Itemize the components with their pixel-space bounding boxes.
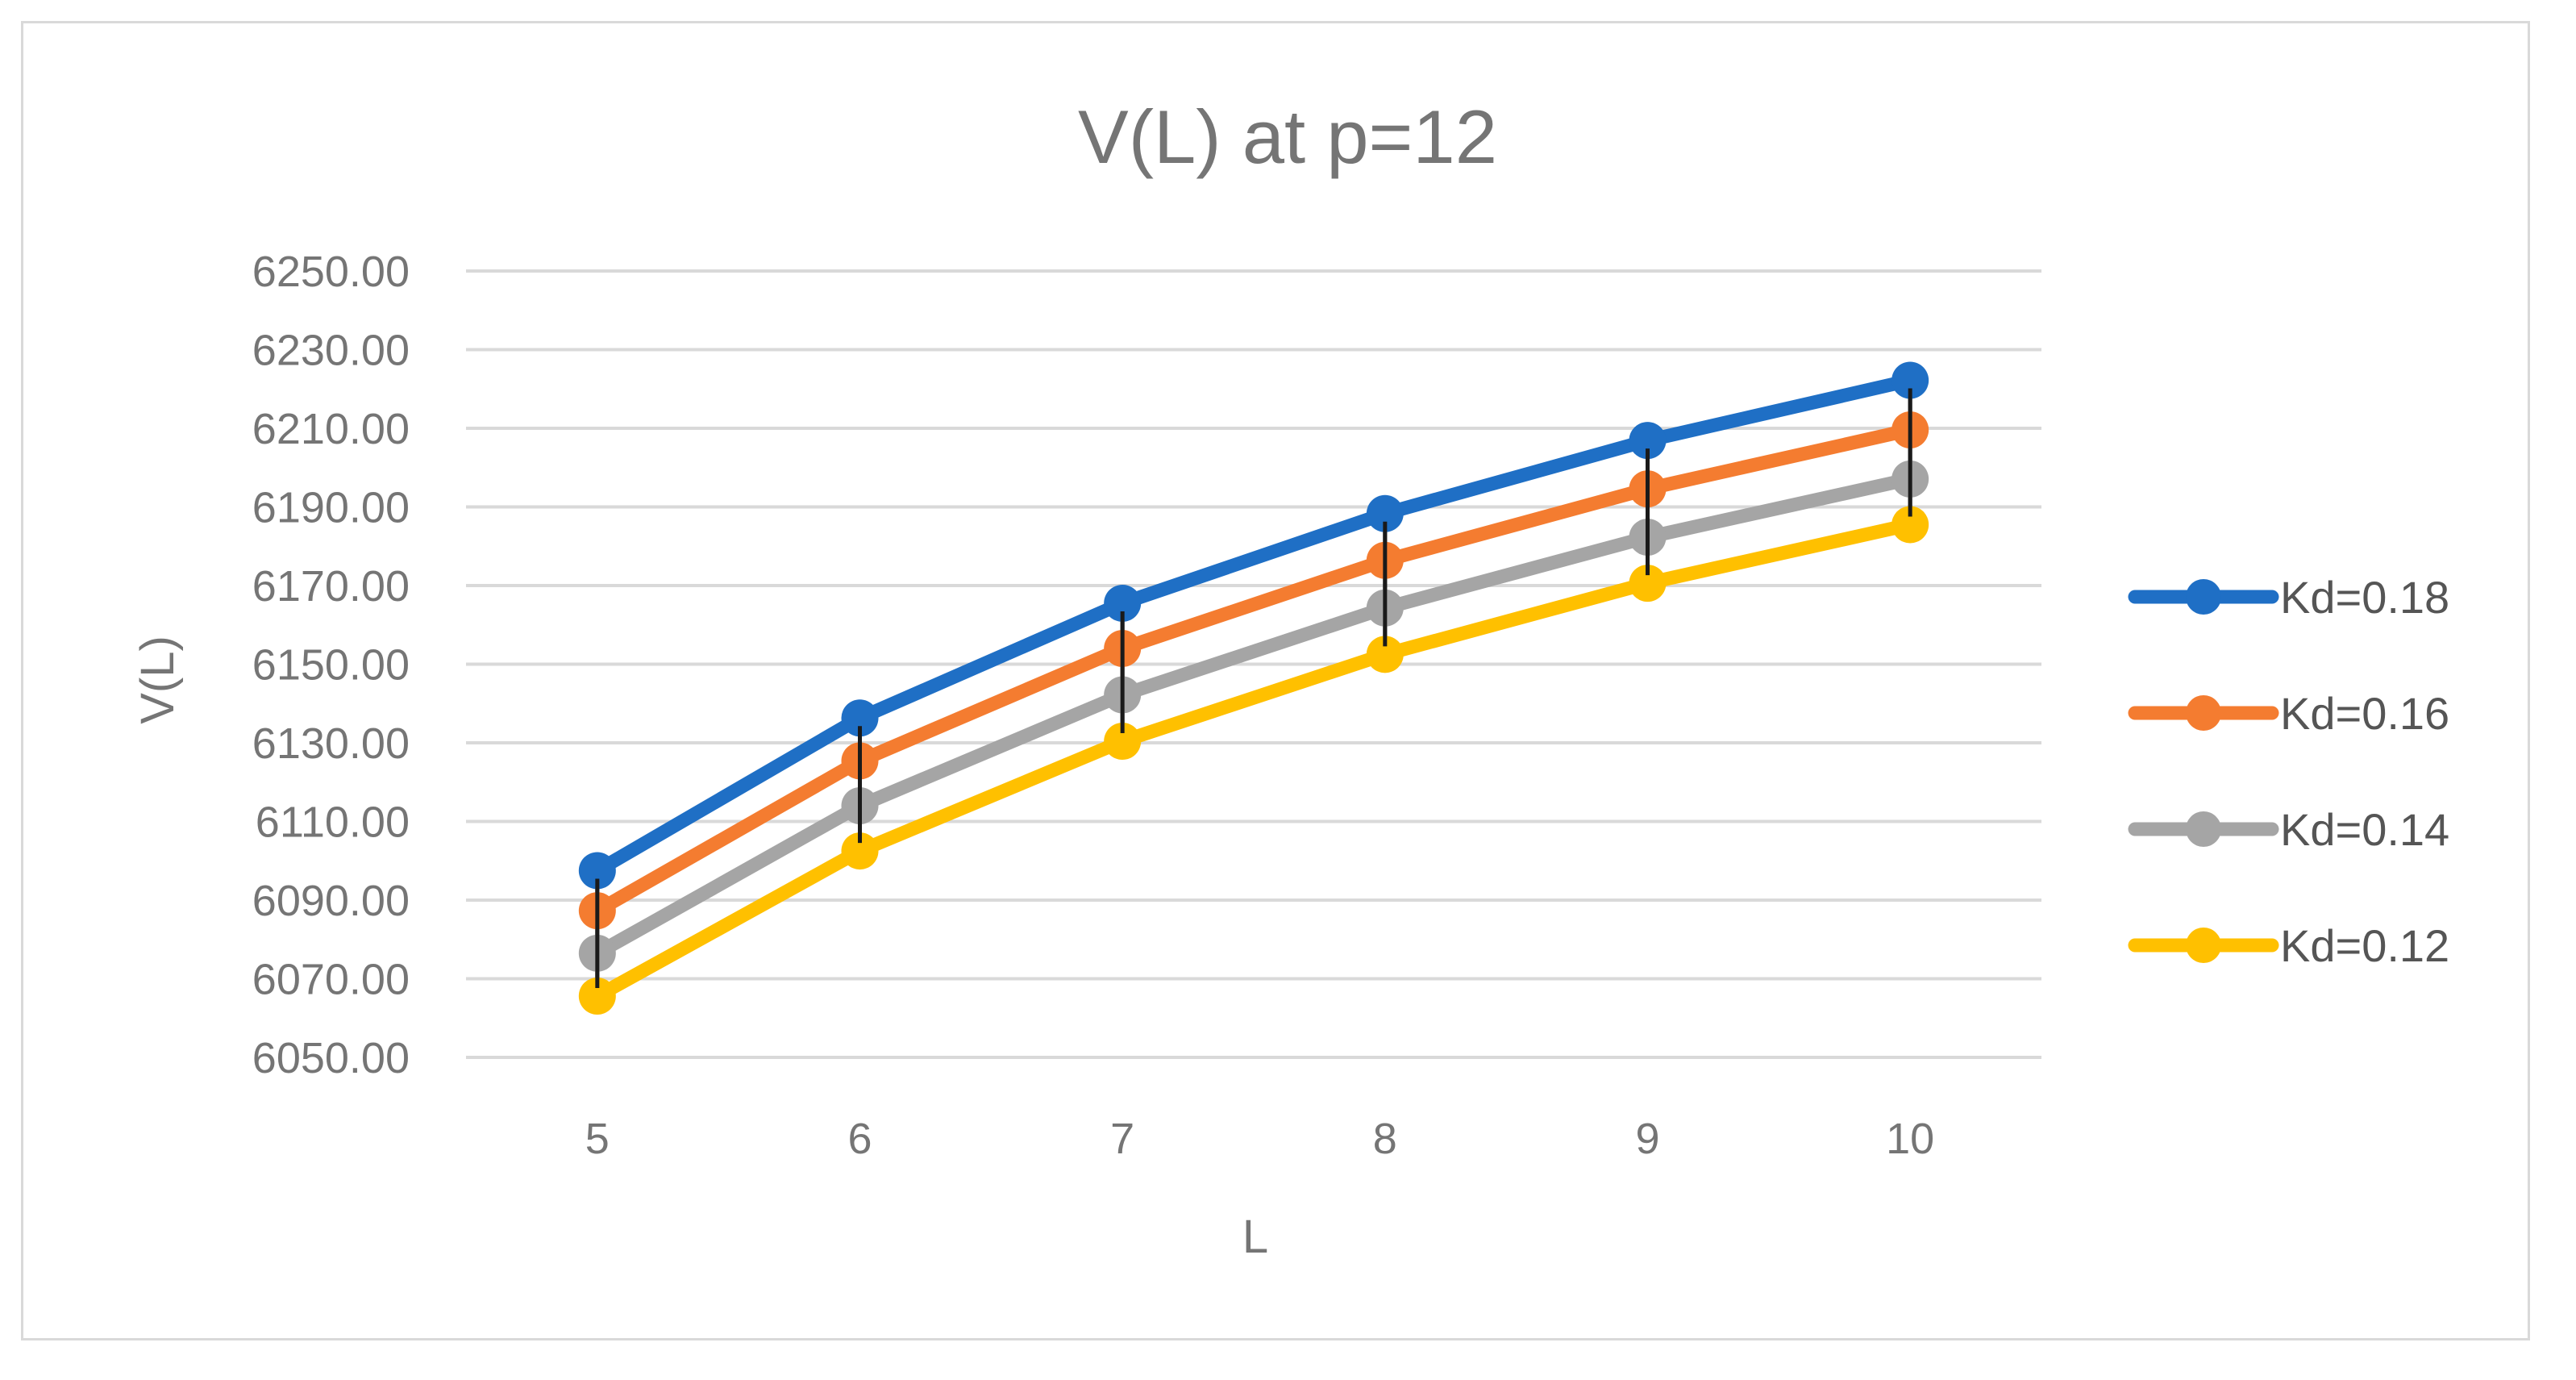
x-tick-label: 9 [1635, 1115, 1659, 1163]
y-tick-label: 6190.00 [252, 484, 410, 532]
y-axis-title: V(L) [131, 636, 184, 724]
legend-swatch-marker [2186, 811, 2221, 847]
data-point [578, 852, 616, 890]
legend-item: Kd=0.16 [2128, 688, 2449, 739]
series-line [590, 423, 1917, 918]
legend-label: Kd=0.12 [2280, 920, 2449, 971]
data-point [1366, 494, 1404, 532]
chart-title: V(L) at p=12 [1078, 94, 1497, 179]
legend-label: Kd=0.14 [2280, 804, 2449, 855]
data-point [1104, 723, 1142, 761]
y-tick-label: 6230.00 [252, 327, 410, 375]
series-lines [578, 361, 1929, 1015]
x-tick-label: 7 [1110, 1115, 1134, 1163]
legend: Kd=0.18 Kd=0.16 Kd=0.14 Kd=0.12 [2128, 572, 2449, 971]
legend-label: Kd=0.16 [2280, 688, 2449, 739]
data-point [841, 832, 879, 870]
y-tick-label: 6070.00 [252, 956, 410, 1004]
series-line [590, 517, 1917, 1003]
legend-item: Kd=0.12 [2128, 920, 2449, 971]
series-Kd=0.12 [578, 506, 1929, 1015]
data-point [1891, 506, 1929, 544]
y-tick-label: 6050.00 [252, 1034, 410, 1082]
x-tick-label: 8 [1373, 1115, 1397, 1163]
legend-item: Kd=0.14 [2128, 804, 2449, 855]
y-tick-label: 6130.00 [252, 719, 410, 768]
data-point [841, 699, 879, 737]
y-tick-label: 6210.00 [252, 405, 410, 453]
y-tick-label: 6150.00 [252, 641, 410, 690]
data-point [1891, 361, 1929, 399]
x-axis-ticks: 5 6 7 8 9 10 [585, 1115, 1934, 1163]
series-line [590, 373, 1917, 878]
x-tick-label: 6 [847, 1115, 872, 1163]
legend-swatch-marker [2186, 928, 2221, 963]
x-tick-label: 5 [585, 1115, 610, 1163]
legend-item: Kd=0.18 [2128, 572, 2449, 623]
data-point [1104, 584, 1142, 622]
x-axis-title: L [1242, 1211, 1268, 1263]
y-tick-label: 6170.00 [252, 562, 410, 611]
legend-swatch-marker [2186, 695, 2221, 731]
series-line [590, 472, 1917, 961]
series-Kd=0.18 [578, 361, 1929, 890]
error-bars-overlay [595, 388, 1912, 988]
legend-label: Kd=0.18 [2280, 572, 2449, 623]
y-tick-label: 6090.00 [252, 877, 410, 925]
legend-swatch-marker [2186, 579, 2221, 615]
data-point [1366, 636, 1404, 673]
data-point [1629, 565, 1667, 602]
chart-frame [21, 21, 2530, 1340]
y-tick-label: 6250.00 [252, 248, 410, 296]
y-tick-label: 6110.00 [256, 798, 410, 847]
x-tick-label: 10 [1886, 1115, 1934, 1163]
gridlines [466, 269, 2041, 1059]
data-point [578, 977, 616, 1015]
data-point [1629, 422, 1667, 460]
y-axis-ticks: 6050.00 6070.00 6090.00 6110.00 6130.00 6150.… [252, 248, 410, 1082]
